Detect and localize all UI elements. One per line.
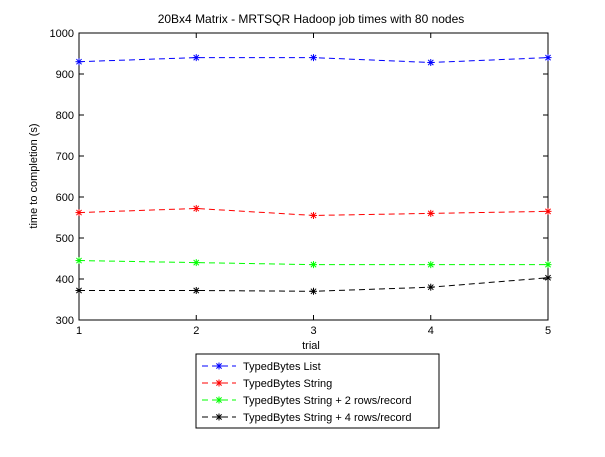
legend-entry-label: TypedBytes String + 4 rows/record [243,412,411,424]
legend-entry-label: TypedBytes String + 2 rows/record [243,395,411,407]
data-point-marker [310,211,317,219]
data-point-marker [310,54,317,62]
data-point-marker [192,54,200,62]
x-tick-label: 1 [76,325,82,337]
data-point-marker [544,207,552,215]
legend-marker [215,362,223,370]
legend-entry-label: TypedBytes String [243,378,332,390]
data-point-marker [75,58,83,66]
legend-box [195,353,440,429]
data-point-marker [310,287,317,295]
data-point-marker [75,209,83,217]
x-tick-label: 5 [545,325,551,337]
axes: 1 2 3 4 5 300 400 500 600 700 800 900 1000 [50,28,552,337]
y-tick-label: 400 [56,274,74,286]
plot-area-frame [78,32,549,321]
x-tick-label: 3 [310,325,316,337]
series-lines [75,54,552,295]
data-point-marker [310,261,317,269]
data-point-marker [192,204,200,212]
y-tick-label: 1000 [50,28,74,40]
data-point-marker [544,54,552,62]
data-point-marker [427,209,435,217]
legend-marker [215,379,223,387]
x-axis-label: trial [302,340,320,352]
legend: TypedBytes List TypedBytes String TypedByt… [195,353,440,429]
data-point-marker [75,257,83,265]
data-point-marker [192,259,200,267]
data-point-marker [427,59,435,67]
y-tick-label: 500 [56,233,74,245]
x-tick-label: 2 [193,325,199,337]
y-tick-label: 600 [56,192,74,204]
data-point-marker [544,274,552,282]
y-tick-label: 300 [56,315,74,327]
data-point-marker [75,286,83,294]
chart-title: 20Bx4 Matrix - MRTSQR Hadoop job times w… [158,12,465,26]
data-point-marker [192,286,200,294]
y-tick-label: 900 [56,69,74,81]
data-point-marker [427,261,435,269]
legend-marker [215,396,223,404]
x-tick-label: 4 [428,325,434,337]
legend-entry-label: TypedBytes List [243,361,321,373]
y-tick-label: 800 [56,110,74,122]
data-point-marker [544,261,552,269]
y-axis-label: time to completion (s) [28,123,40,228]
y-tick-label: 700 [56,151,74,163]
legend-marker [215,413,223,421]
data-point-marker [427,283,435,291]
